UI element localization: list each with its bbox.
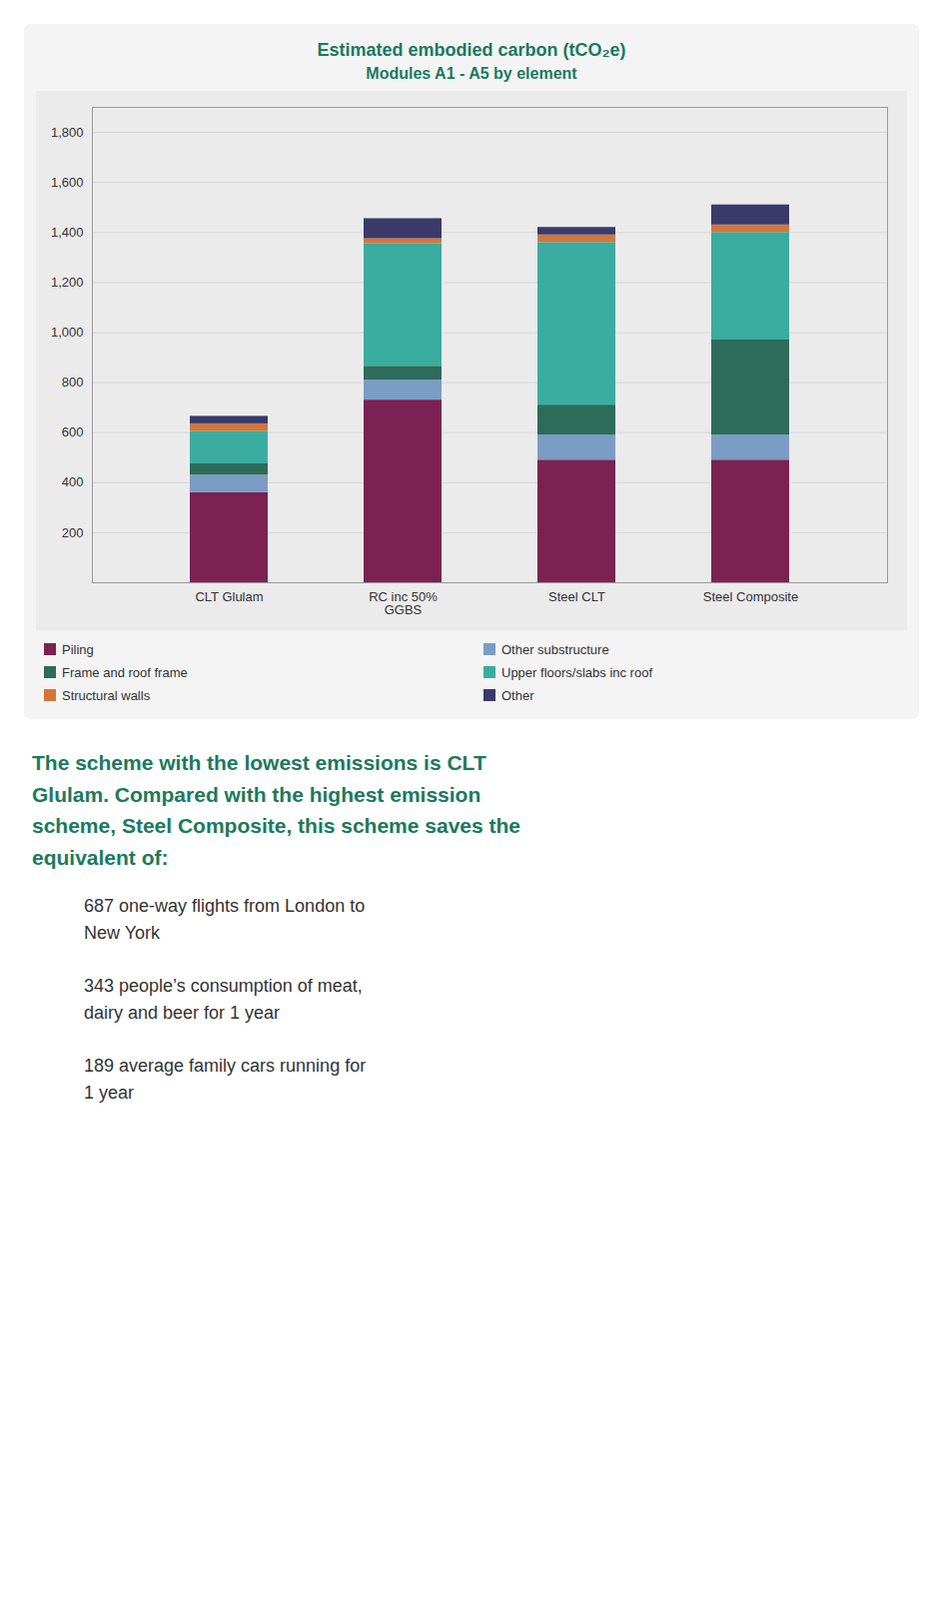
- svg-text:1,200: 1,200: [50, 274, 84, 290]
- svg-text:600: 600: [61, 424, 84, 440]
- html-text:Other substructure: Other substructure: [501, 642, 610, 658]
- svg-text:1,000: 1,000: [50, 324, 84, 340]
- svg-text:1,600: 1,600: [50, 174, 84, 190]
- html-text:Structural walls: Structural walls: [61, 688, 150, 704]
- html-text:Other: Other: [501, 688, 534, 704]
- svg-text:1,800: 1,800: [50, 124, 84, 140]
- html-text:Piling: Piling: [61, 642, 94, 658]
- svg-text:RC inc 50%GGBS: RC inc 50%GGBS: [368, 589, 438, 618]
- html-text:Estimated embodied carbon (tCO: Estimated embodied carbon (tCO₂e): [317, 39, 626, 60]
- html-text:343 people’s consumption of me: 343 people’s consumption of meat, dairy …: [83, 975, 363, 1023]
- svg-text:1,400: 1,400: [50, 224, 84, 240]
- html-text:Upper floors/slabs inc roof: Upper floors/slabs inc roof: [501, 665, 653, 681]
- svg-text:200: 200: [61, 525, 84, 541]
- svg-text:400: 400: [61, 474, 84, 490]
- svg-text:Steel Composite: Steel Composite: [703, 589, 799, 605]
- html-text:189 average family cars runnin: 189 average family cars running for 1 ye…: [83, 1055, 366, 1103]
- svg-text:Steel CLT: Steel CLT: [548, 589, 606, 605]
- html-text:687 one-way flights from Londo: 687 one-way flights from London to New Y…: [83, 896, 365, 943]
- svg-text:CLT Glulam: CLT Glulam: [194, 589, 263, 605]
- html-text:Modules A1 - A5 by element: Modules A1 - A5 by element: [365, 64, 578, 82]
- svg-text:800: 800: [61, 374, 84, 390]
- html-text:Frame and roof frame: Frame and roof frame: [61, 665, 188, 681]
- html-text:The scheme with the lowest emi: The scheme with the lowest emissions is …: [31, 751, 521, 869]
